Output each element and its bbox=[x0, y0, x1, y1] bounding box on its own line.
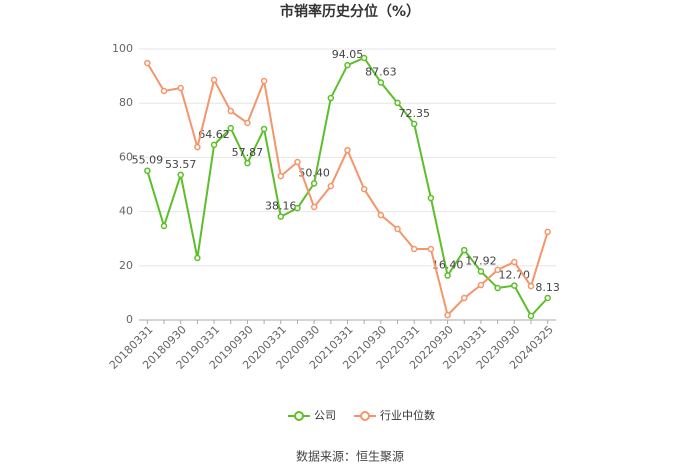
data-point bbox=[260, 77, 268, 85]
data-point bbox=[210, 76, 218, 84]
data-point bbox=[377, 211, 385, 219]
data-label: 94.05 bbox=[332, 48, 364, 61]
y-tick-label: 40 bbox=[119, 205, 133, 218]
data-point bbox=[461, 294, 468, 302]
data-label: 8.13 bbox=[535, 281, 560, 294]
data-point bbox=[394, 99, 401, 107]
data-point bbox=[177, 171, 184, 179]
data-point bbox=[227, 107, 234, 115]
data-label: 55.09 bbox=[132, 154, 164, 167]
data-point bbox=[194, 254, 201, 262]
data-point bbox=[177, 84, 184, 92]
data-point bbox=[360, 54, 368, 62]
data-label: 50.40 bbox=[298, 166, 330, 179]
data-label: 53.57 bbox=[165, 158, 197, 171]
y-tick-label: 60 bbox=[119, 150, 133, 163]
legend-label: 行业中位数 bbox=[380, 408, 435, 422]
data-point bbox=[477, 281, 485, 289]
data-point bbox=[160, 87, 168, 95]
data-point bbox=[227, 124, 234, 132]
y-tick-label: 100 bbox=[112, 42, 133, 55]
data-point bbox=[461, 246, 468, 254]
data-point bbox=[444, 272, 451, 279]
data-point bbox=[544, 294, 551, 302]
data-label: 17.92 bbox=[465, 254, 497, 267]
data-point bbox=[244, 159, 251, 167]
data-point bbox=[160, 222, 168, 230]
data-label: 87.63 bbox=[365, 66, 397, 79]
data-point bbox=[327, 182, 335, 190]
data-label: 64.62 bbox=[198, 128, 230, 141]
data-point bbox=[511, 282, 518, 289]
data-point bbox=[344, 146, 351, 154]
data-point bbox=[294, 204, 301, 212]
series-line bbox=[146, 56, 549, 318]
legend-marker bbox=[294, 411, 304, 421]
data-point bbox=[427, 245, 435, 253]
data-point bbox=[260, 125, 268, 133]
data-point bbox=[377, 79, 385, 86]
data-label: 16.40 bbox=[432, 259, 464, 272]
data-point bbox=[477, 268, 485, 275]
data-point bbox=[194, 143, 201, 151]
source-note: 数据来源：恒生聚源 bbox=[296, 449, 404, 464]
data-point bbox=[144, 167, 151, 174]
legend-marker bbox=[360, 411, 370, 421]
data-point bbox=[527, 282, 535, 290]
data-point bbox=[294, 158, 301, 166]
data-point bbox=[344, 61, 351, 69]
data-point bbox=[244, 119, 251, 127]
data-point bbox=[494, 284, 501, 292]
data-point bbox=[327, 94, 335, 102]
data-point bbox=[277, 172, 285, 180]
data-point bbox=[394, 225, 401, 233]
data-label: 72.35 bbox=[398, 107, 430, 120]
data-point bbox=[511, 258, 518, 266]
data-point bbox=[444, 311, 451, 319]
data-point bbox=[410, 245, 418, 253]
data-point bbox=[494, 266, 501, 274]
chart-title: 市销率历史分位（%） bbox=[280, 3, 420, 20]
data-point bbox=[310, 203, 318, 211]
data-point bbox=[544, 228, 551, 236]
data-point bbox=[310, 180, 318, 187]
data-point bbox=[527, 312, 535, 320]
data-point bbox=[144, 59, 151, 67]
data-point bbox=[410, 120, 418, 128]
data-point bbox=[210, 141, 218, 149]
data-label: 57.87 bbox=[232, 146, 264, 159]
y-tick-label: 80 bbox=[119, 96, 133, 109]
data-point bbox=[427, 194, 435, 202]
data-point bbox=[277, 213, 285, 220]
legend-label: 公司 bbox=[314, 409, 336, 422]
data-point bbox=[360, 185, 368, 193]
y-tick-label: 0 bbox=[126, 313, 133, 326]
data-label: 38.16 bbox=[265, 200, 297, 213]
y-tick-label: 20 bbox=[119, 259, 133, 272]
